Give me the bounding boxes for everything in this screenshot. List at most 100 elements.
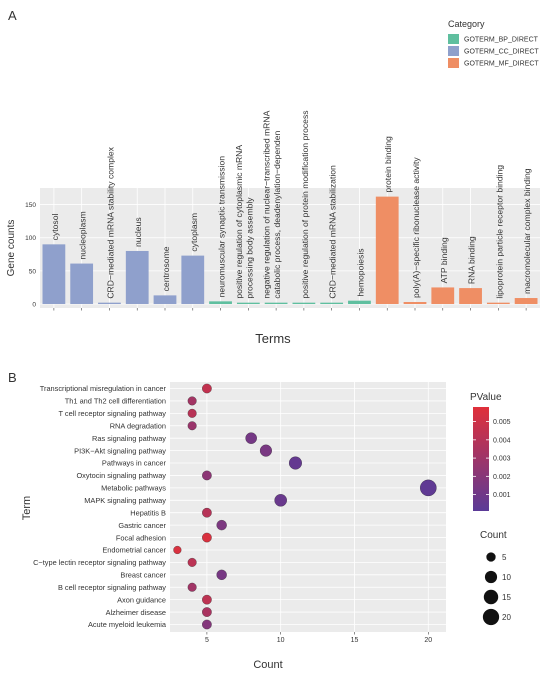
dot-point: [187, 396, 197, 406]
dot-point: [187, 408, 197, 418]
dot-point: [216, 569, 227, 580]
dot-point: [202, 594, 212, 605]
dot-point: [202, 507, 212, 518]
pvalue-tick-label: 0.005: [493, 419, 511, 426]
bar-category-label: cytoplasm: [189, 213, 199, 252]
bar-category-label: macromolecular complex binding: [522, 168, 532, 294]
bar: [236, 302, 260, 304]
bar-category-label: centrosome: [161, 246, 171, 291]
dot-point: [216, 519, 227, 531]
dot-term-label: Ras signaling pathway: [92, 434, 166, 443]
dot-term-label: Pathways in cancer: [102, 459, 167, 468]
category-legend-label: GOTERM_MF_DIRECT: [464, 61, 539, 68]
dot-x-tick-label: 10: [277, 637, 285, 644]
bar-category-label: positive regulation of cytoplasmic mRNA: [234, 145, 244, 299]
dot-term-label: Transcriptional misregulation in cancer: [40, 384, 167, 393]
dot-point: [173, 545, 182, 555]
dot-point: [202, 619, 212, 630]
bar-x-axis-title: Terms: [255, 331, 291, 346]
pvalue-tick-label: 0.001: [493, 492, 511, 499]
dot-point: [274, 494, 287, 507]
count-legend-dot: [484, 570, 498, 584]
dot-term-labels: Transcriptional misregulation in cancer T…: [33, 384, 167, 629]
dot-term-label: MAPK signaling pathway: [84, 496, 166, 505]
bar-y-axis-title: Gene counts: [6, 220, 17, 277]
dot-plot: Transcriptional misregulation in cancer T…: [33, 382, 446, 644]
dot-term-label: Gastric cancer: [118, 521, 166, 530]
dot-point: [202, 470, 212, 481]
bar: [125, 250, 149, 304]
bar-category-label: poly(A)−specific ribonuclease activity: [411, 157, 421, 298]
pvalue-tick-label: 0.002: [493, 474, 511, 481]
bar-x-ticks: [53, 308, 527, 311]
bar-category-label: negative regulation of nuclear−transcrib…: [262, 110, 272, 298]
count-legend-dot: [483, 589, 499, 605]
bar-y-tick-label: 100: [25, 235, 36, 242]
bar: [98, 302, 121, 304]
bar: [375, 196, 399, 304]
bar-category-label: protein binding: [383, 136, 393, 193]
count-legend-title: Count: [480, 530, 507, 541]
bar-category-label: lipoprotein particle receptor binding: [494, 165, 504, 299]
bar-category-label: nucleoplasm: [78, 211, 88, 259]
dot-point: [288, 456, 302, 470]
bar: [264, 302, 288, 304]
bar-category-label: RNA binding: [467, 236, 477, 284]
category-legend-label: GOTERM_CC_DIRECT: [464, 49, 539, 56]
bar-chart: 0 50 100 150 cytosol nucleoplasm CRD−mediated…: [25, 110, 540, 311]
category-legend-swatch: [448, 46, 459, 56]
category-legend: Category GOTERM_BP_DIRECT GOTERM_CC_DIREC…: [448, 19, 539, 68]
bar: [403, 302, 427, 304]
dot-gridlines: [170, 382, 446, 632]
dot-point: [187, 557, 197, 567]
bar-category-label: hemopoiesis: [355, 248, 365, 296]
bar-gridlines: [40, 188, 540, 308]
bar-series: [42, 196, 538, 304]
bar-category-label: cytosol: [50, 214, 60, 241]
bar: [486, 302, 510, 304]
panel-a-label: A: [8, 8, 17, 23]
bar: [42, 244, 66, 304]
dot-term-label: Endometrial cancer: [102, 546, 166, 555]
bar-category-label: nucleus: [133, 217, 143, 247]
dot-term-label: RNA degradation: [110, 421, 166, 430]
dot-x-tick-label: 20: [424, 637, 432, 644]
bar-category-label: neuromuscular synaptic transmission: [217, 156, 227, 298]
dot-term-label: Oxytocin signaling pathway: [76, 471, 166, 480]
count-legend-label: 10: [502, 573, 511, 582]
dot-point: [259, 444, 272, 457]
bar: [181, 255, 205, 304]
bar-category-label: positive regulation of protein modificat…: [300, 110, 310, 298]
dot-points: [173, 383, 437, 630]
dot-point: [187, 582, 197, 592]
dot-term-label: B cell receptor signaling pathway: [58, 583, 166, 592]
dot-term-label: Breast cancer: [120, 571, 166, 580]
dot-term-label: Focal adhesion: [116, 533, 166, 542]
bar-category-label: catabolic process, deadenylation−depende…: [272, 131, 282, 299]
dot-x-tick-label: 15: [351, 637, 359, 644]
bar: [153, 295, 177, 304]
bar: [320, 302, 344, 304]
bar: [70, 263, 94, 304]
dot-point: [187, 421, 197, 431]
count-legend: Count 5 10 15 20: [480, 530, 511, 626]
dot-point: [202, 607, 212, 617]
bar-y-tick-label: 50: [29, 268, 37, 275]
dot-term-label: Hepatitis B: [130, 508, 166, 517]
count-legend-label: 5: [502, 553, 507, 562]
bar: [431, 287, 455, 304]
category-legend-swatch: [448, 58, 459, 68]
count-legend-dot: [486, 552, 496, 562]
dot-point: [202, 532, 212, 543]
bar-y-tick-label: 0: [32, 302, 36, 309]
bar: [348, 300, 371, 304]
dot-term-label: Axon guidance: [117, 595, 166, 604]
bar-category-label: processing body assembly: [244, 197, 254, 299]
category-legend-title: Category: [448, 19, 485, 29]
dot-point: [202, 383, 212, 394]
dot-term-label: Th1 and Th2 cell differentiation: [65, 397, 166, 406]
dot-x-ticks: 5 10 15 20: [205, 632, 432, 644]
pvalue-legend-title: PValue: [470, 392, 502, 403]
dot-term-label: Acute myeloid leukemia: [88, 620, 167, 629]
